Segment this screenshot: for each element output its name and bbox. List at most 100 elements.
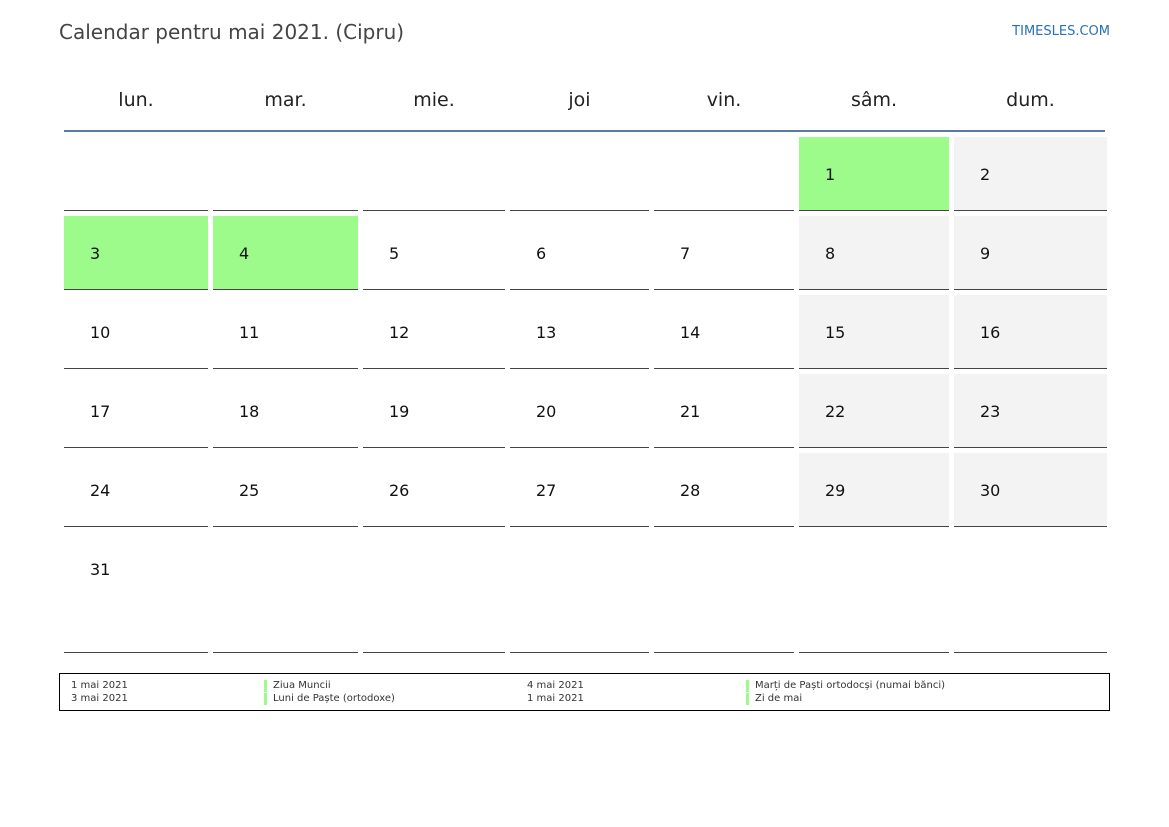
site-link[interactable]: TIMESLES.COM (1012, 24, 1110, 39)
page-title: Calendar pentru mai 2021. (Cipru) (59, 20, 405, 44)
day-number: 8 (825, 244, 836, 263)
week-row: 3 4 5 6 7 8 9 (64, 216, 1107, 290)
weekday-saturday: sâm. (850, 89, 898, 111)
day-number: 7 (680, 244, 691, 263)
day-number: 16 (980, 323, 1001, 342)
day-cell[interactable]: 16 (954, 295, 1107, 369)
legend-holiday-name: Luni de Paște (ortodoxe) (264, 693, 395, 705)
empty-day-cell (654, 532, 794, 653)
day-cell[interactable]: 3 (64, 216, 208, 290)
day-number: 30 (980, 481, 1001, 500)
day-cell[interactable]: 29 (799, 453, 949, 527)
day-number: 9 (980, 244, 991, 263)
day-number: 12 (389, 323, 410, 342)
empty-day-cell (654, 137, 794, 211)
day-cell[interactable]: 22 (799, 374, 949, 448)
day-number: 18 (239, 402, 260, 421)
day-cell[interactable]: 28 (654, 453, 794, 527)
week-row: 24 25 26 27 28 29 30 (64, 453, 1107, 527)
day-number: 20 (536, 402, 557, 421)
day-cell[interactable]: 6 (510, 216, 649, 290)
weekday-wednesday: mie. (413, 89, 455, 111)
day-cell[interactable]: 31 (64, 532, 208, 653)
empty-day-cell (213, 137, 358, 211)
day-cell[interactable]: 9 (954, 216, 1107, 290)
day-number: 11 (239, 323, 260, 342)
day-number: 13 (536, 323, 557, 342)
day-cell[interactable]: 20 (510, 374, 649, 448)
day-cell[interactable]: 24 (64, 453, 208, 527)
day-number: 17 (90, 402, 111, 421)
calendar-weeks: 1 2 3 4 5 6 7 8 9 10 11 12 13 14 15 16 17 18 19 20 21 22 23 24 2… (64, 137, 1107, 653)
day-number: 28 (680, 481, 701, 500)
empty-day-cell (954, 532, 1107, 653)
day-cell[interactable]: 12 (363, 295, 505, 369)
day-number: 27 (536, 481, 557, 500)
legend-date: 4 mai 2021 (527, 680, 584, 691)
day-number: 2 (980, 165, 991, 184)
empty-day-cell (510, 532, 649, 653)
day-cell[interactable]: 23 (954, 374, 1107, 448)
day-number: 23 (980, 402, 1001, 421)
weekday-header: lun. mar. mie. joi vin. sâm. dum. (64, 70, 1105, 132)
day-number: 19 (389, 402, 410, 421)
day-cell[interactable]: 18 (213, 374, 358, 448)
weekday-sunday: dum. (1006, 89, 1055, 111)
day-cell[interactable]: 5 (363, 216, 505, 290)
weekday-thursday: joi (568, 89, 591, 111)
day-number: 29 (825, 481, 846, 500)
day-cell[interactable]: 7 (654, 216, 794, 290)
day-number: 24 (90, 481, 111, 500)
empty-day-cell (363, 532, 505, 653)
day-cell[interactable]: 21 (654, 374, 794, 448)
empty-day-cell (363, 137, 505, 211)
day-number: 10 (90, 323, 111, 342)
weekday-friday: vin. (706, 89, 742, 111)
day-number: 14 (680, 323, 701, 342)
day-cell[interactable]: 10 (64, 295, 208, 369)
day-cell[interactable]: 13 (510, 295, 649, 369)
empty-day-cell (64, 137, 208, 211)
legend-holiday-name: Ziua Muncii (264, 680, 331, 692)
day-cell[interactable]: 14 (654, 295, 794, 369)
day-cell[interactable]: 17 (64, 374, 208, 448)
day-cell[interactable]: 4 (213, 216, 358, 290)
day-cell[interactable]: 27 (510, 453, 649, 527)
day-number: 6 (536, 244, 547, 263)
legend-holiday-name: Marți de Paști ortodocși (numai bănci) (746, 680, 945, 692)
day-cell[interactable]: 1 (799, 137, 949, 211)
day-number: 1 (825, 165, 836, 184)
day-cell[interactable]: 11 (213, 295, 358, 369)
day-number: 31 (90, 560, 111, 579)
empty-day-cell (510, 137, 649, 211)
day-number: 5 (389, 244, 400, 263)
holiday-legend: 1 mai 2021 Ziua Muncii 3 mai 2021 Luni d… (59, 673, 1110, 711)
legend-date: 1 mai 2021 (527, 693, 584, 704)
day-cell[interactable]: 30 (954, 453, 1107, 527)
day-cell[interactable]: 8 (799, 216, 949, 290)
day-cell[interactable]: 25 (213, 453, 358, 527)
day-number: 15 (825, 323, 846, 342)
day-number: 21 (680, 402, 701, 421)
day-cell[interactable]: 15 (799, 295, 949, 369)
week-row: 17 18 19 20 21 22 23 (64, 374, 1107, 448)
legend-date: 3 mai 2021 (71, 693, 128, 704)
day-cell[interactable]: 2 (954, 137, 1107, 211)
day-number: 22 (825, 402, 846, 421)
weekday-tuesday: mar. (264, 89, 307, 111)
empty-day-cell (213, 532, 358, 653)
day-number: 26 (389, 481, 410, 500)
empty-day-cell (799, 532, 949, 653)
day-cell[interactable]: 26 (363, 453, 505, 527)
day-number: 25 (239, 481, 260, 500)
day-cell[interactable]: 19 (363, 374, 505, 448)
weekday-monday: lun. (118, 89, 154, 111)
week-row: 10 11 12 13 14 15 16 (64, 295, 1107, 369)
day-number: 4 (239, 244, 250, 263)
day-number: 3 (90, 244, 101, 263)
week-row: 31 (64, 532, 1107, 653)
legend-date: 1 mai 2021 (71, 680, 128, 691)
legend-holiday-name: Zi de mai (746, 693, 802, 705)
